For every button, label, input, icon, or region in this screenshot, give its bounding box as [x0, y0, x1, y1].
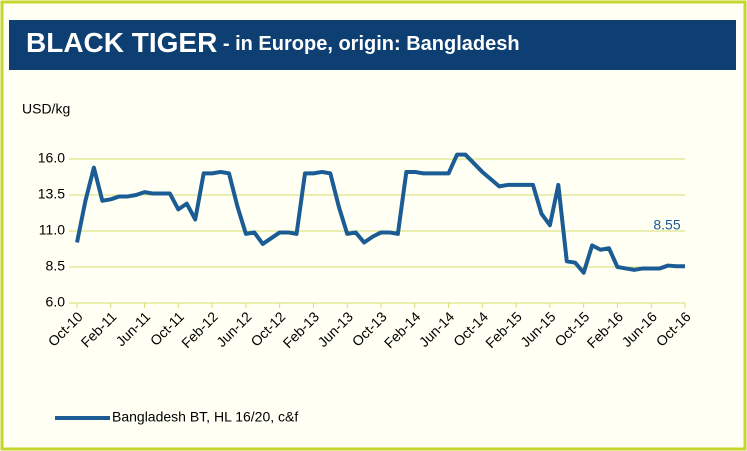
header-text: BLACK TIGER - in Europe, origin: Banglad… [26, 27, 520, 58]
annotation: 8.55 [653, 217, 680, 233]
legend-label: Bangladesh BT, HL 16/20, c&f [112, 409, 298, 425]
y-tick-label: 6.0 [46, 294, 66, 310]
y-tick-label: 8.5 [46, 258, 66, 274]
y-tick-label: 13.5 [38, 186, 65, 202]
chart-subtitle: - in Europe, origin: Bangladesh [217, 33, 519, 55]
header [9, 20, 736, 70]
y-tick-label: 11.0 [39, 222, 65, 238]
y-axis-label: USD/kg [22, 101, 70, 117]
y-tick-label: 16.0 [38, 150, 65, 166]
data-line [75, 152, 685, 275]
chart-title: BLACK TIGER [26, 27, 217, 58]
